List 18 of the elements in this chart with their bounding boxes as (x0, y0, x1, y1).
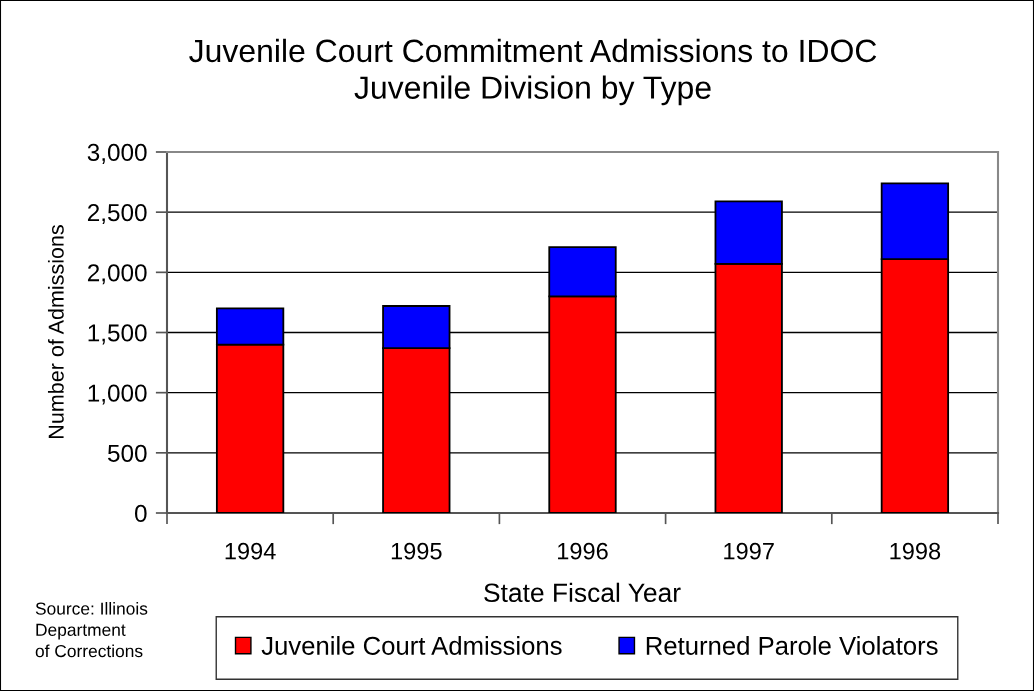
x-tick-label: 1994 (225, 542, 276, 560)
y-axis-title: Number of Admissions (47, 225, 64, 438)
x-tick-label: 1995 (391, 542, 442, 560)
y-tick-label: 0 (134, 504, 147, 523)
x-tick-label: 1997 (724, 542, 774, 560)
x-tick-label: 1998 (890, 542, 941, 560)
y-tick-label: 1,000 (88, 384, 147, 405)
chart-title: Juvenile Court Commitment Admissions to IDOC Juvenile Division by Type (189, 38, 877, 106)
legend-label: Juvenile Court Admissions (261, 636, 562, 655)
y-tick-label: 2,000 (87, 264, 147, 285)
y-tick-label: 1,500 (88, 324, 147, 345)
legend-label: Returned Parole Violators (646, 636, 938, 655)
y-tick-label: 2,500 (87, 204, 147, 225)
x-axis-title: State Fiscal Year (484, 582, 681, 603)
y-tick-label: 500 (107, 444, 147, 462)
y-tick-label: 3,000 (87, 143, 147, 164)
source-note: Source: Illinois Department of Corrections (35, 602, 148, 658)
x-tick-label: 1996 (558, 542, 608, 560)
